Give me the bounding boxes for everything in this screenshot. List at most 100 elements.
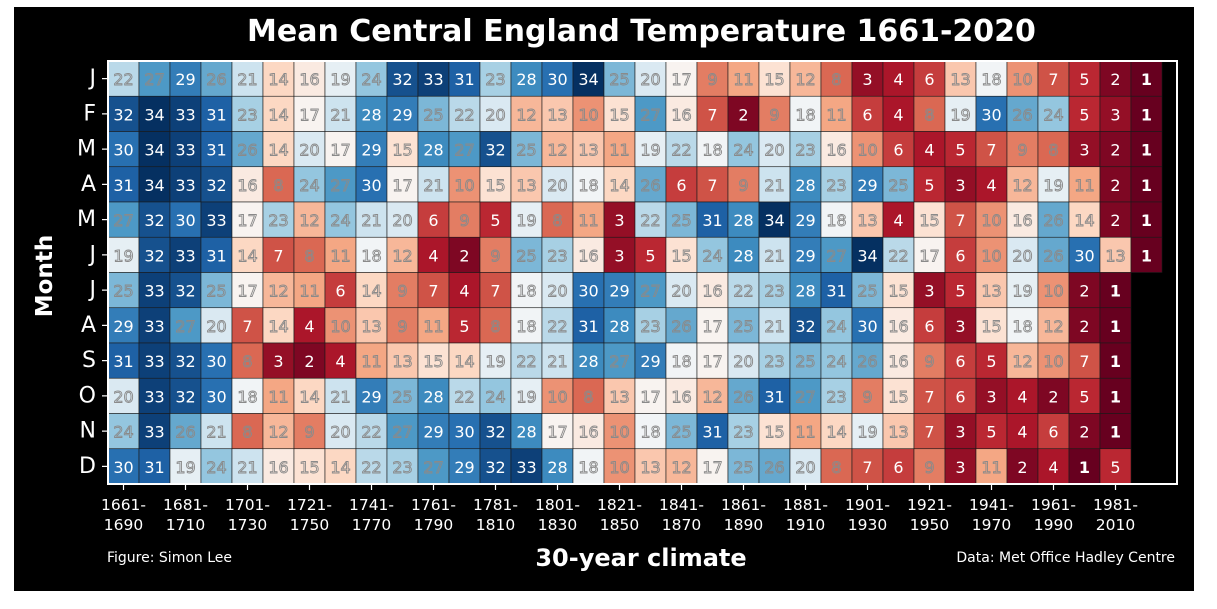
x-tick-label: 1861-1890 — [721, 496, 766, 534]
cell-value-label: 5 — [1079, 387, 1089, 406]
cell-value-label: 3 — [955, 317, 965, 336]
heatmap-cell — [386, 60, 419, 97]
heatmap-cell — [417, 307, 450, 344]
cell-value-label: 14 — [609, 176, 629, 195]
cell-value-label: 25 — [392, 387, 412, 406]
heatmap-cell — [293, 307, 326, 344]
cell-value-label: 27 — [826, 246, 846, 265]
heatmap-cell — [293, 272, 326, 309]
heatmap-cell — [355, 377, 388, 414]
cell-value-label: 24 — [361, 70, 381, 89]
heatmap-cell — [1006, 448, 1039, 485]
cell-value-label: 4 — [1017, 423, 1027, 442]
cell-value-label: 16 — [671, 387, 691, 406]
x-tick-label: 1961-1990 — [1031, 496, 1076, 534]
heatmap-cell — [417, 95, 450, 132]
cell-value-label: 11 — [361, 352, 381, 371]
heatmap-cell — [1006, 342, 1039, 379]
cell-value-label: 6 — [955, 352, 965, 371]
cell-value-label: 27 — [392, 423, 412, 442]
heatmap-cell — [479, 377, 512, 414]
heatmap-cell — [789, 166, 822, 203]
heatmap-cell — [758, 60, 791, 97]
heatmap-cell — [603, 448, 636, 485]
cell-value-label: 9 — [1017, 141, 1027, 160]
heatmap-cell — [1037, 131, 1070, 168]
cell-value-label: 33 — [144, 282, 164, 301]
heatmap-cell — [262, 413, 295, 450]
cell-value-label: 29 — [454, 458, 474, 477]
cell-value-label: 3 — [1079, 141, 1089, 160]
heatmap-cell — [975, 95, 1008, 132]
heatmap-cell — [665, 307, 698, 344]
heatmap-cell — [169, 166, 202, 203]
cell-value-label: 26 — [1043, 246, 1063, 265]
cell-value-label: 12 — [268, 423, 288, 442]
heatmap-cell — [1037, 307, 1070, 344]
heatmap-cell — [262, 236, 295, 273]
heatmap-cell — [665, 60, 698, 97]
cell-value-label: 2 — [304, 352, 314, 371]
cell-value-label: 15 — [423, 352, 443, 371]
heatmap-cell — [727, 272, 760, 309]
heatmap-cell — [262, 307, 295, 344]
cell-value-label: 30 — [547, 70, 567, 89]
cell-value-label: 2 — [1017, 458, 1027, 477]
heatmap-cell — [882, 307, 915, 344]
heatmap-cell — [510, 95, 543, 132]
heatmap-cell — [789, 342, 822, 379]
cell-value-label: 27 — [113, 211, 133, 230]
heatmap-cell — [851, 131, 884, 168]
cell-value-label: 31 — [454, 70, 474, 89]
cell-value-label: 21 — [547, 352, 567, 371]
cell-value-label: 25 — [671, 423, 691, 442]
heatmap-cell — [603, 60, 636, 97]
cell-value-label: 5 — [1079, 105, 1089, 124]
cell-value-label: 9 — [924, 352, 934, 371]
cell-value-label: 33 — [144, 387, 164, 406]
heatmap-cell — [1099, 166, 1132, 203]
cell-value-label: 10 — [1043, 352, 1063, 371]
cell-value-label: 23 — [237, 105, 257, 124]
heatmap-cell — [727, 201, 760, 238]
heatmap-cell — [293, 342, 326, 379]
heatmap-cell — [1006, 272, 1039, 309]
cell-value-label: 18 — [516, 282, 536, 301]
cell-value-label: 17 — [702, 458, 722, 477]
y-tick-label: F — [83, 101, 96, 126]
cell-value-label: 16 — [578, 246, 598, 265]
cell-value-label: 25 — [733, 458, 753, 477]
cell-value-label: 13 — [361, 317, 381, 336]
heatmap-cell — [758, 413, 791, 450]
cell-value-label: 32 — [113, 105, 133, 124]
cell-value-label: 33 — [144, 423, 164, 442]
heatmap-cell — [665, 448, 698, 485]
cell-value-label: 6 — [893, 141, 903, 160]
cell-value-label: 29 — [857, 176, 877, 195]
cell-value-label: 22 — [516, 352, 536, 371]
cell-value-label: 10 — [1043, 282, 1063, 301]
heatmap-cell — [634, 236, 667, 273]
cell-value-label: 16 — [826, 141, 846, 160]
cell-value-label: 3 — [955, 176, 965, 195]
cell-value-label: 11 — [268, 387, 288, 406]
heatmap-cell — [882, 448, 915, 485]
heatmap-cell — [758, 131, 791, 168]
cell-value-label: 6 — [955, 387, 965, 406]
cell-value-label: 5 — [1110, 458, 1120, 477]
heatmap-cell — [944, 272, 977, 309]
cell-value-label: 10 — [981, 211, 1001, 230]
cell-value-label: 16 — [1012, 211, 1032, 230]
heatmap-cell — [262, 201, 295, 238]
cell-value-label: 25 — [857, 282, 877, 301]
heatmap-cell — [541, 307, 574, 344]
cell-value-label: 20 — [485, 105, 505, 124]
cell-value-label: 9 — [397, 282, 407, 301]
cell-value-label: 34 — [144, 105, 164, 124]
cell-value-label: 2 — [1048, 387, 1058, 406]
cell-value-label: 4 — [893, 70, 903, 89]
cell-value-label: 14 — [1074, 211, 1094, 230]
cell-value-label: 4 — [924, 141, 934, 160]
x-tick-label: 1921-1950 — [907, 496, 952, 534]
